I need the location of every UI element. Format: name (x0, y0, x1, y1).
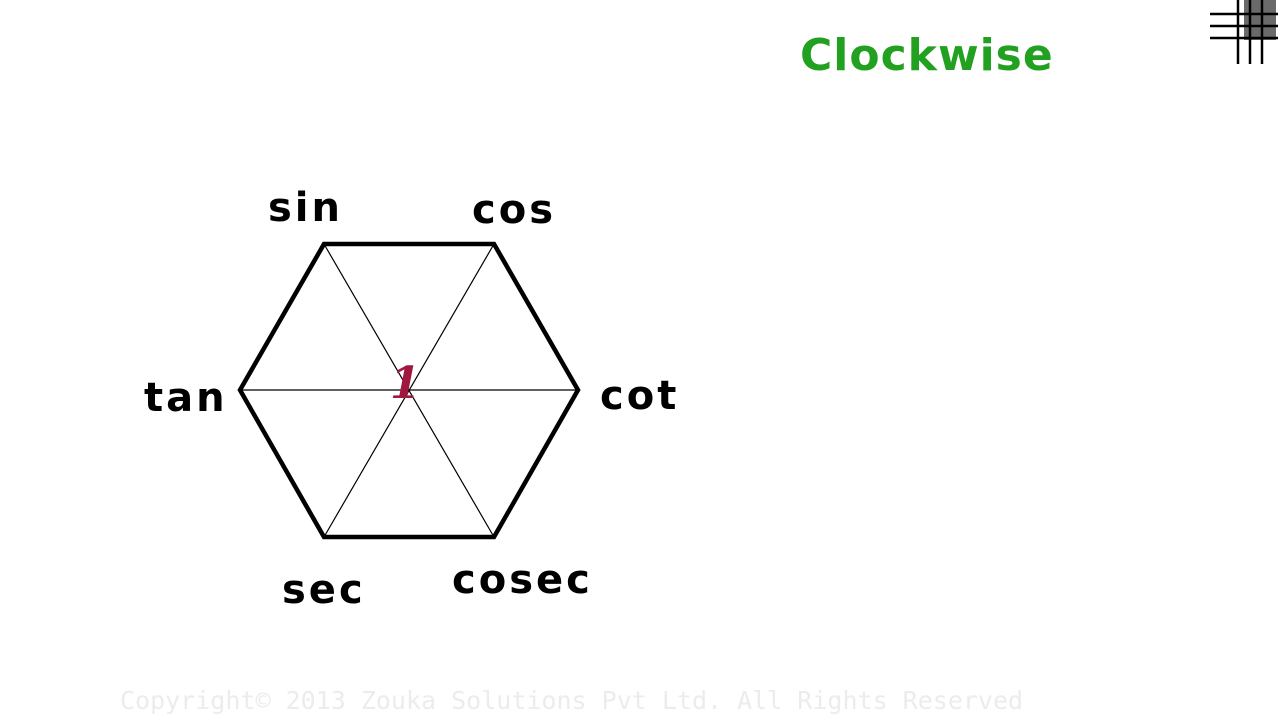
center-value: 1 (390, 358, 421, 409)
grid-logo-icon (1210, 0, 1278, 64)
label-cot: cot (600, 373, 680, 419)
hexagon-outline (237, 241, 581, 540)
label-cos: cos (472, 187, 556, 233)
copyright-notice: Copyright© 2013 Zouka Solutions Pvt Ltd.… (120, 686, 1024, 715)
label-sin: sin (268, 185, 343, 231)
label-sec: sec (282, 567, 366, 613)
label-cosec: cosec (452, 557, 593, 603)
label-tan: tan (144, 375, 228, 421)
heading-clockwise: Clockwise (800, 30, 1054, 81)
